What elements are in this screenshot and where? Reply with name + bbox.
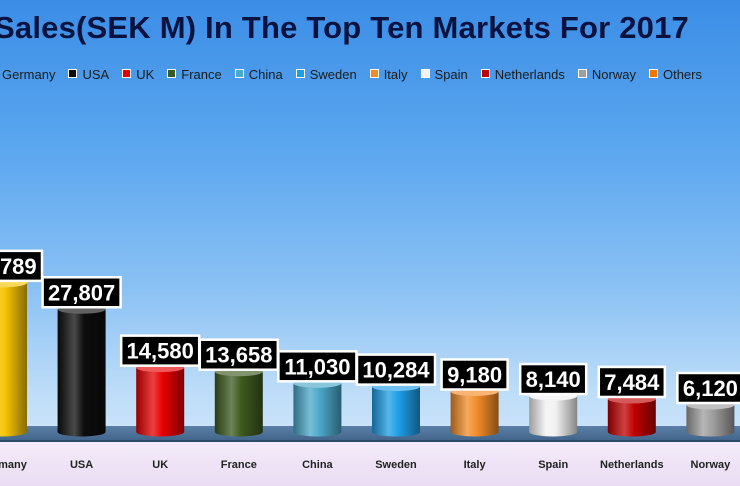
legend-item: Others [648, 67, 702, 82]
chart-floor-edge [0, 440, 740, 442]
legend-label: France [181, 67, 222, 82]
legend-swatch [167, 69, 177, 78]
legend-item: China [234, 67, 283, 82]
legend-swatch [420, 69, 430, 78]
bar-uk [136, 363, 185, 437]
category-label: Spain [538, 459, 568, 471]
category-label: Sweden [375, 459, 417, 471]
data-label: 27,807 [41, 276, 122, 309]
bar-netherlands [607, 394, 656, 437]
data-label: 7,484 [597, 365, 667, 399]
legend-swatch [234, 69, 244, 78]
legend: Germany USA UK France China Sweden Italy Spain N… [0, 67, 715, 82]
data-label-box [355, 353, 437, 386]
legend-item: Norway [577, 67, 636, 82]
legend-item: UK [122, 67, 154, 82]
category-label: Norway [691, 459, 732, 471]
legend-item: Netherlands [480, 67, 565, 82]
chart-title: Sales(SEK M) In The Top Ten Markets For … [0, 10, 689, 45]
legend-item: Italy [369, 67, 408, 82]
data-label-box [440, 358, 509, 391]
legend-label: Italy [383, 67, 408, 82]
legend-label: China [248, 67, 283, 82]
bar-spain [529, 391, 578, 437]
category-label: UK [152, 459, 168, 471]
legend-item: Spain [420, 67, 468, 82]
bar-body [293, 383, 342, 437]
bar-france [214, 367, 263, 437]
data-label: 11,030 [277, 350, 358, 383]
legend-swatch [648, 69, 658, 78]
bar-body [686, 404, 735, 437]
bar-body [136, 367, 185, 437]
data-label-text: 9,180 [447, 362, 502, 387]
legend-swatch [295, 69, 305, 78]
category-label: Netherlands [600, 459, 664, 471]
legend-item: France [167, 67, 222, 82]
bar-body [450, 391, 499, 437]
category-label: USA [70, 459, 93, 471]
data-label-text: 11,030 [284, 354, 350, 379]
category-axis-band [0, 440, 740, 486]
legend-label: Germany [2, 67, 56, 82]
data-label-text: 14,580 [127, 339, 194, 364]
category-label: Germany [0, 459, 28, 471]
legend-label: Spain [434, 67, 468, 82]
bar-usa [57, 304, 106, 437]
bar-norway [686, 400, 735, 437]
data-label-text: 27,807 [48, 280, 115, 305]
data-label: 6,120 [676, 371, 740, 405]
legend-item: Germany [0, 67, 55, 82]
bar-body [214, 371, 263, 437]
legend-item: USA [68, 67, 109, 82]
legend-label: Sweden [309, 67, 357, 82]
data-label: 9,180 [440, 358, 509, 391]
legend-label: Netherlands [494, 67, 565, 82]
bar-body [372, 386, 420, 437]
data-label-box [0, 249, 44, 283]
data-label-box [41, 276, 122, 309]
data-label-box [198, 338, 280, 371]
legend-label: Norway [591, 67, 636, 82]
legend-swatch [369, 69, 379, 78]
data-label: 33,789 [0, 249, 44, 283]
data-label-text: 7,484 [604, 370, 660, 395]
data-label-text: 6,120 [683, 376, 738, 401]
data-label-text: 13,658 [205, 343, 272, 368]
bar-body [529, 396, 578, 437]
data-label-box [676, 371, 740, 405]
legend-item: Sweden [295, 67, 357, 82]
bar-china [293, 378, 342, 437]
bar-body [607, 398, 656, 437]
data-label-text: 10,284 [362, 358, 430, 383]
legend-swatch [122, 69, 132, 78]
category-label: China [302, 459, 333, 471]
legend-swatch [577, 69, 587, 78]
bar-italy [450, 386, 499, 437]
legend-label: UK [136, 67, 155, 82]
data-label-box [277, 350, 358, 383]
legend-swatch [480, 69, 490, 78]
legend-label: USA [82, 67, 110, 82]
data-label-text: 33,789 [0, 254, 37, 279]
legend-swatch [68, 69, 78, 78]
data-label-box [518, 362, 588, 396]
data-label-text: 8,140 [526, 367, 581, 392]
bar-sweden [372, 382, 420, 437]
legend-label: Others [662, 67, 702, 82]
bar-germany [0, 278, 27, 437]
data-label-box [597, 365, 667, 399]
data-label: 14,580 [119, 334, 201, 367]
bar-body [0, 282, 27, 437]
category-label: France [221, 459, 257, 471]
category-label: Italy [464, 459, 487, 471]
data-label: 8,140 [518, 362, 588, 396]
data-label: 13,658 [198, 338, 280, 371]
data-label: 10,284 [355, 353, 437, 386]
bar-body [57, 309, 106, 437]
